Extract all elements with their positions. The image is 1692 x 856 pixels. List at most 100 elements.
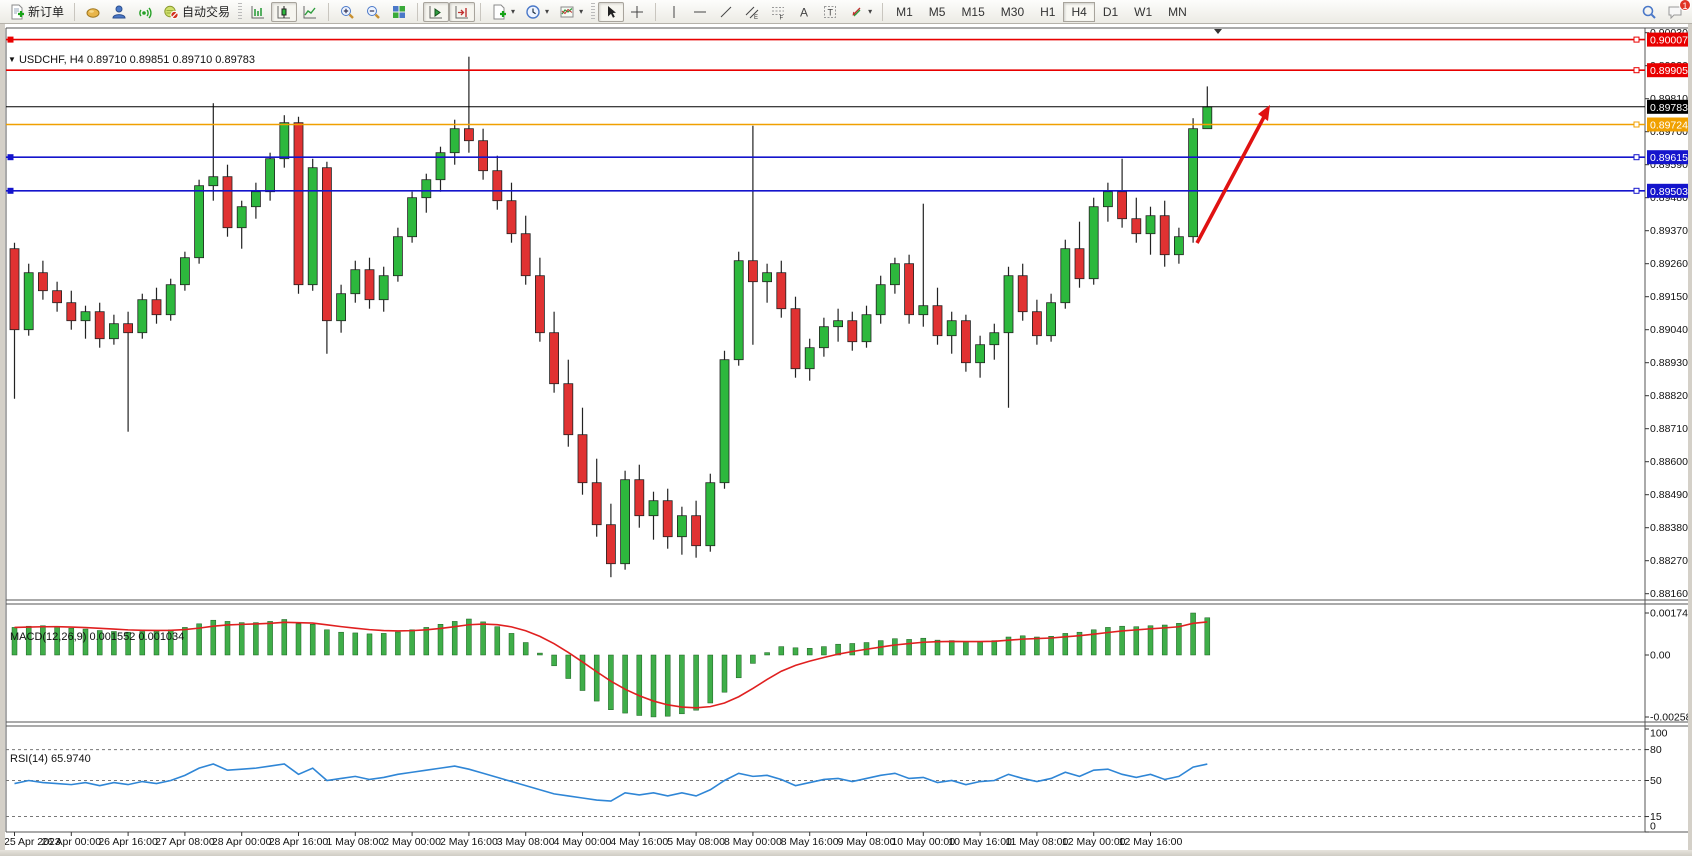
macd-histogram-bar xyxy=(551,654,557,667)
timeframe-button-w1[interactable]: W1 xyxy=(1134,4,1153,19)
svg-text:0: 0 xyxy=(1650,821,1656,833)
vertical-line-tool[interactable] xyxy=(661,2,687,22)
metaeditor-button[interactable] xyxy=(80,2,106,22)
new-chart-dropdown[interactable]: ▾ xyxy=(486,2,520,22)
level-line-0.89724[interactable]: 0.89724 xyxy=(6,117,1691,132)
timeframe-button-h1[interactable]: H1 xyxy=(1040,4,1056,19)
candlestick-chart-button[interactable] xyxy=(271,1,298,22)
timeframe-button-m30[interactable]: M30 xyxy=(1000,4,1025,19)
macd-histogram-bar xyxy=(622,654,628,714)
trend-arrow[interactable] xyxy=(1195,105,1270,244)
macd-histogram-bar xyxy=(1090,629,1097,656)
mql5-community-button[interactable] xyxy=(106,2,132,22)
timeframe-button-mn[interactable]: MN xyxy=(1168,4,1187,19)
chart-shift-button[interactable] xyxy=(449,1,476,22)
svg-text:28 Apr 16:00: 28 Apr 16:00 xyxy=(269,836,329,848)
chart-canvas[interactable]: 0.900300.899200.898100.897000.895900.894… xyxy=(0,24,1692,855)
macd-histogram-bar xyxy=(735,654,742,679)
signals-button[interactable] xyxy=(132,2,158,22)
trendline-tool[interactable] xyxy=(713,2,739,22)
chart-shift-marker[interactable] xyxy=(1214,29,1222,34)
bearish-candle xyxy=(634,479,645,517)
bearish-candle xyxy=(577,434,588,484)
timeframe-button-h4[interactable]: H4 xyxy=(1063,1,1095,22)
svg-text:4 May 00:00: 4 May 00:00 xyxy=(554,836,612,848)
line-chart-button[interactable] xyxy=(297,2,323,22)
cursor-button[interactable] xyxy=(598,1,625,22)
toolbar-separator xyxy=(480,2,482,21)
zoom-in-button[interactable] xyxy=(334,2,360,22)
bullish-candle xyxy=(819,326,829,349)
bullish-candle xyxy=(1088,206,1099,280)
metaeditor-icon xyxy=(85,4,101,20)
bullish-candle xyxy=(861,314,872,343)
price-level-badge xyxy=(1647,117,1691,132)
bullish-candle xyxy=(435,152,446,181)
bearish-candle xyxy=(520,233,531,277)
toolbar-grip[interactable] xyxy=(591,2,596,21)
rsi-panel[interactable]: 100 80 50 150 xyxy=(6,728,1668,833)
macd-histogram-bar xyxy=(664,654,671,717)
bearish-candle xyxy=(563,383,574,436)
toolbar-grip[interactable] xyxy=(238,2,243,21)
horizontal-line-tool[interactable] xyxy=(687,2,713,22)
bearish-candle xyxy=(904,263,914,316)
timeframe-button-m5[interactable]: M5 xyxy=(928,4,946,19)
svg-text:2 May 00:00: 2 May 00:00 xyxy=(383,836,441,848)
svg-text:0.88600: 0.88600 xyxy=(1650,456,1688,468)
macd-histogram-bar xyxy=(522,642,529,656)
macd-histogram-bar xyxy=(281,619,288,656)
bar-chart-button[interactable] xyxy=(245,2,271,22)
search-button[interactable] xyxy=(1636,2,1662,22)
macd-histogram-bar xyxy=(1161,624,1168,656)
macd-indicator-label: MACD(12,26,9) 0.001552 0.001034 xyxy=(10,631,185,643)
bearish-candle xyxy=(52,290,62,304)
macd-panel[interactable]: 0.001749 0.00 -0.002581 xyxy=(11,608,1692,724)
svg-text:80: 80 xyxy=(1650,744,1662,756)
level-line-0.89503[interactable]: 0.89503 xyxy=(6,183,1691,198)
bullish-candle xyxy=(336,293,347,322)
macd-histogram-bar xyxy=(1076,631,1083,656)
new-order-button[interactable]: 新订单 xyxy=(4,2,69,22)
level-line-0.89615[interactable]: 0.89615 xyxy=(6,150,1691,165)
line-handle xyxy=(1633,154,1640,161)
zoom-in-icon xyxy=(339,4,355,20)
svg-text:0.89370: 0.89370 xyxy=(1650,225,1688,237)
bullish-candle xyxy=(1060,248,1071,304)
price-level-badge xyxy=(1647,183,1691,198)
level-line-0.89905[interactable]: 0.89905 xyxy=(6,63,1691,78)
timeframe-button-d1[interactable]: D1 xyxy=(1102,4,1119,19)
text-icon: A xyxy=(796,4,812,20)
periods-dropdown[interactable]: ▾ xyxy=(520,2,554,22)
macd-histogram-bar xyxy=(1019,635,1026,656)
chart-window[interactable]: 0.900300.899200.898100.897000.895900.894… xyxy=(0,24,1692,850)
templates-dropdown[interactable]: ▾ xyxy=(554,2,588,22)
bearish-candle xyxy=(961,320,971,364)
bullish-candle xyxy=(648,500,659,517)
equidistant-channel-tool[interactable]: E xyxy=(739,2,765,22)
candles-layer[interactable] xyxy=(9,56,1213,578)
text-tool[interactable]: A xyxy=(791,2,817,22)
timeframe-button-m1[interactable]: M1 xyxy=(896,4,913,19)
arrows-tool-dropdown[interactable]: ▾ xyxy=(843,2,877,22)
tile-windows-button[interactable] xyxy=(386,2,412,22)
chart-collapse-icon[interactable]: ▼ xyxy=(8,55,16,64)
current-price-badge xyxy=(1647,99,1691,114)
auto-scroll-button[interactable] xyxy=(423,1,450,22)
macd-histogram-bar xyxy=(111,631,117,656)
autotrading-button[interactable]: 自动交易 xyxy=(158,2,235,22)
toolbar-separator xyxy=(417,2,419,21)
zoom-out-button[interactable] xyxy=(360,2,386,22)
crosshair-button[interactable] xyxy=(624,2,650,22)
svg-text:11 May 08:00: 11 May 08:00 xyxy=(1005,836,1068,848)
bullish-candle xyxy=(407,197,418,238)
macd-histogram-bar xyxy=(750,654,756,664)
level-line-0.90007[interactable]: 0.90007 xyxy=(6,32,1691,47)
chat-button[interactable]: 1 xyxy=(1662,0,1691,22)
svg-text:27 Apr 08:00: 27 Apr 08:00 xyxy=(155,836,215,848)
text-label-tool[interactable]: T xyxy=(817,2,843,22)
svg-text:0.88820: 0.88820 xyxy=(1650,390,1688,402)
bullish-candle xyxy=(620,479,630,565)
fibonacci-tool[interactable]: F xyxy=(765,2,791,22)
timeframe-button-m15[interactable]: M15 xyxy=(961,4,985,19)
